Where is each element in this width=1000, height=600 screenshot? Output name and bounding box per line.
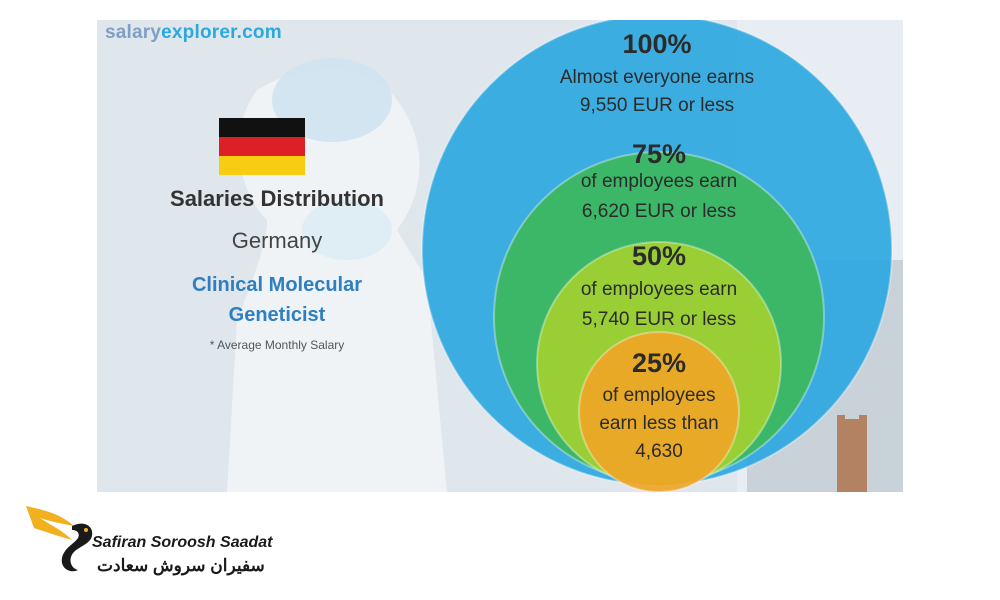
bubble-3-percentile-label: 50% bbox=[632, 241, 686, 271]
brand-name-en: Safiran Soroosh Saadat bbox=[92, 534, 273, 551]
bubble-3-line2-label: 5,740 EUR or less bbox=[582, 309, 736, 330]
bubble-1-percentile-label: 100% bbox=[622, 29, 691, 59]
bubble-4-line2-label: earn less than bbox=[599, 413, 718, 434]
country-label: Germany bbox=[231, 228, 323, 253]
phoenix-logo-icon bbox=[26, 506, 93, 572]
site-logo-part2: explorer.com bbox=[161, 22, 282, 43]
chart-image: salaryexplorer.com Salaries Distribution… bbox=[97, 20, 903, 492]
job-title: Clinical Molecular Geneticist bbox=[157, 270, 397, 330]
site-logo: salaryexplorer.com bbox=[105, 22, 282, 44]
site-logo-part1: salary bbox=[105, 22, 162, 43]
bubble-2-percentile-label: 75% bbox=[632, 139, 686, 169]
chart-caption: Salaries Distribution Germany Clinical M… bbox=[97, 20, 457, 492]
company-brand: Safiran Soroosh Saadat سفیران سروش سعادت bbox=[22, 500, 322, 590]
germany-flag-icon bbox=[219, 118, 305, 175]
bubble-4-line1-label: of employees bbox=[602, 385, 715, 406]
bubble-4 bbox=[578, 331, 740, 492]
bubble-4-line3-label: 4,630 bbox=[635, 441, 683, 462]
footnote: * Average Monthly Salary bbox=[209, 338, 345, 352]
bubble-3-line1-label: of employees earn bbox=[581, 279, 737, 300]
bubble-4-percentile-label: 25% bbox=[632, 348, 686, 378]
salary-bubble-chart: 100% Almost everyone earns 9,550 EUR or le… bbox=[421, 20, 893, 492]
job-title-line1: Clinical Molecular bbox=[191, 274, 363, 296]
bubble-2-line2-label: 6,620 EUR or less bbox=[582, 201, 736, 222]
chart-title: Salaries Distribution bbox=[170, 186, 384, 211]
bubble-1-line2-label: 9,550 EUR or less bbox=[580, 95, 734, 116]
job-title-line2: Geneticist bbox=[228, 304, 326, 326]
bubble-2-line1-label: of employees earn bbox=[581, 171, 737, 192]
brand-name-fa: سفیران سروش سعادت bbox=[97, 556, 265, 575]
bubble-1-line1-label: Almost everyone earns bbox=[560, 67, 754, 88]
